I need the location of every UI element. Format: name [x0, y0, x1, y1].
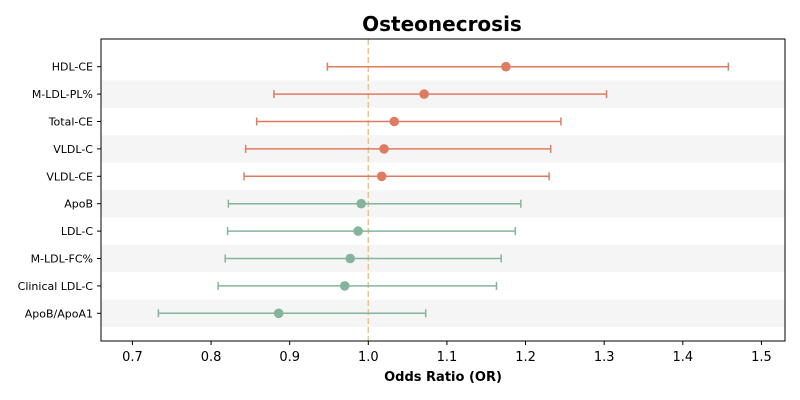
x-tick-label: 0.7 [122, 350, 143, 365]
estimate-row [224, 253, 502, 264]
x-tick-label: 0.9 [279, 350, 300, 365]
y-tick-label: ApoB/ApoA1 [25, 307, 93, 320]
estimate-row [255, 116, 562, 127]
y-tick-label: Total-CE [48, 116, 93, 129]
y-axis: HDL-CE M-LDL-PL% Total-CE VLDL-C VLDL-CE ApoB… [18, 61, 101, 320]
x-axis-label: Odds Ratio (OR) [384, 370, 502, 385]
x-axis: 0.7 0.8 0.9 1.0 1.1 1.2 1.3 1.4 1.5 [122, 341, 772, 365]
x-tick-label: 1.5 [751, 350, 772, 365]
x-tick-label: 1.4 [672, 350, 693, 365]
y-tick-label: ApoB [64, 198, 93, 211]
plot-frame [100, 38, 786, 342]
estimate-row [243, 171, 550, 182]
y-tick-label: HDL-CE [52, 61, 93, 74]
point-estimate [273, 308, 284, 319]
point-estimate [356, 198, 367, 209]
data-rows [157, 61, 730, 319]
estimate-row [227, 198, 522, 209]
estimate-row [157, 308, 427, 319]
point-estimate [339, 281, 350, 291]
point-estimate [419, 89, 429, 99]
y-tick-label: M-LDL-PL% [32, 88, 93, 101]
estimate-row [217, 281, 498, 291]
x-tick-label: 0.8 [201, 350, 222, 365]
y-tick-label: VLDL-C [53, 143, 93, 156]
point-estimate [345, 253, 356, 264]
point-estimate [379, 144, 389, 154]
estimate-row [273, 89, 608, 99]
y-tick-label: M-LDL-FC% [31, 253, 93, 266]
point-estimate [389, 116, 400, 127]
point-estimate [501, 61, 511, 72]
x-tick-label: 1.0 [358, 350, 379, 365]
y-tick-label: Clinical LDL-C [18, 280, 94, 293]
x-tick-label: 1.1 [437, 350, 458, 365]
x-tick-label: 1.2 [515, 350, 536, 365]
point-estimate [376, 171, 387, 182]
estimate-row [226, 226, 517, 236]
chart-title: Osteonecrosis [362, 12, 522, 36]
y-tick-label: VLDL-CE [46, 170, 93, 183]
x-tick-label: 1.3 [594, 350, 615, 365]
point-estimate [353, 226, 363, 236]
estimate-row [244, 144, 552, 154]
estimate-row [326, 61, 730, 72]
y-tick-label: LDL-C [61, 225, 94, 238]
